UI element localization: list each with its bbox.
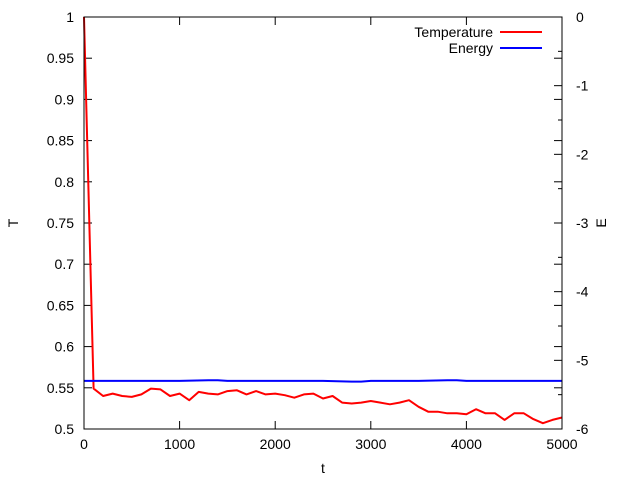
right-y-tick-label: -5	[576, 352, 589, 368]
left-y-tick-label: 0.9	[55, 91, 75, 107]
x-axis-label: t	[321, 460, 325, 476]
left-y-tick-label: 0.85	[47, 133, 74, 149]
x-tick-label: 4000	[451, 436, 482, 452]
left-y-tick-label: 0.7	[55, 256, 75, 272]
left-y-tick-label: 1	[66, 9, 74, 25]
x-tick-label: 3000	[355, 436, 386, 452]
x-tick-label: 2000	[260, 436, 291, 452]
left-y-axis-label: T	[5, 218, 21, 227]
right-y-tick-label: -4	[576, 284, 589, 300]
series-line-temperature	[83, 16, 563, 425]
left-y-tick-label: 0.75	[47, 215, 74, 231]
left-y-axis: 0.5 0.55 0.6 0.65 0.7 0.75 0.8 0.85 0.9 0.95 1	[47, 9, 562, 437]
right-y-tick-label: -6	[576, 421, 589, 437]
x-tick-label: 0	[80, 436, 88, 452]
series-layer	[83, 16, 563, 425]
left-y-tick-label: 0.8	[55, 174, 75, 190]
right-y-tick-label: -3	[576, 215, 589, 231]
right-y-axis: -6 -5 -4 -3 -2 -1 0	[554, 9, 589, 437]
legend-label-energy: Energy	[449, 40, 493, 56]
left-y-tick-label: 0.65	[47, 297, 74, 313]
left-y-tick-label: 0.6	[55, 339, 75, 355]
x-tick-label: 1000	[164, 436, 195, 452]
legend: Temperature Energy	[414, 24, 542, 56]
left-y-tick-label: 0.55	[47, 380, 74, 396]
x-axis: 0 1000 2000 3000 4000 5000	[80, 17, 578, 452]
left-y-tick-label: 0.5	[55, 421, 75, 437]
right-y-tick-label: 0	[576, 9, 584, 25]
right-y-tick-label: -1	[576, 78, 589, 94]
legend-label-temperature: Temperature	[414, 24, 493, 40]
right-y-tick-label: -2	[576, 146, 589, 162]
left-y-tick-label: 0.95	[47, 50, 74, 66]
series-line-energy	[84, 379, 562, 383]
right-y-axis-label: E	[593, 218, 609, 227]
plot-frame	[83, 16, 563, 430]
x-tick-label: 5000	[546, 436, 577, 452]
